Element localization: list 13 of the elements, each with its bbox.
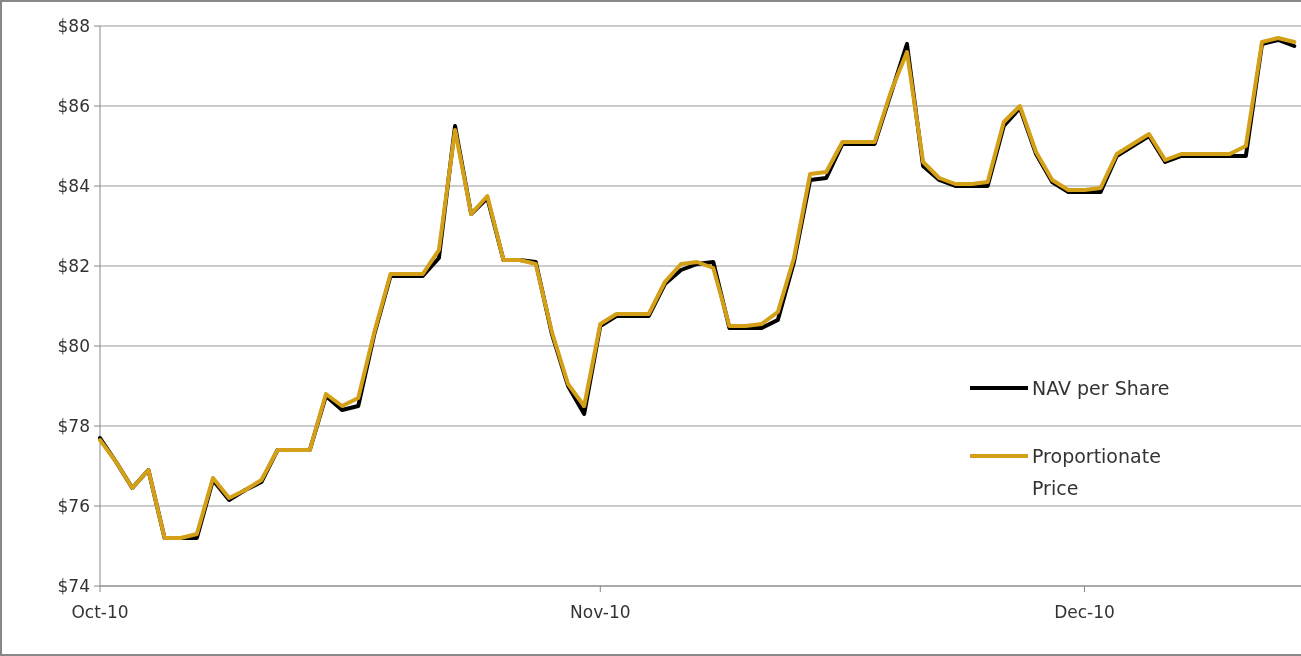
x-tick-label: Dec-10 [1054, 602, 1115, 622]
legend-label: Proportionate Price [1032, 444, 1161, 499]
y-tick-label: $82 [57, 255, 90, 276]
y-tick-label: $86 [57, 95, 90, 116]
x-tick-label: Oct-10 [71, 602, 129, 622]
y-tick-label: $76 [57, 495, 90, 516]
y-tick-label: $88 [57, 15, 90, 36]
x-tick-label: Nov-10 [570, 602, 631, 622]
y-tick-label: $74 [57, 575, 90, 596]
y-tick-label: $78 [57, 415, 90, 436]
y-tick-label: $84 [57, 175, 90, 196]
legend-label: NAV per Share [1032, 376, 1170, 399]
y-tick-label: $80 [57, 335, 90, 356]
